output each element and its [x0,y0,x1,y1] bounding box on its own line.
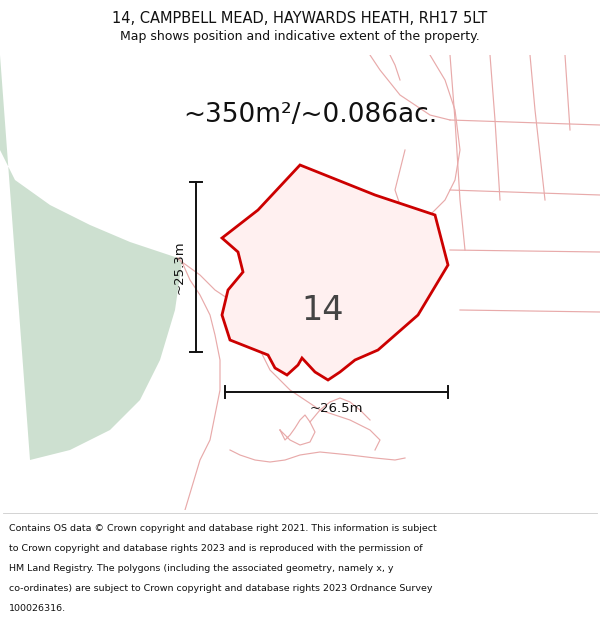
Text: Map shows position and indicative extent of the property.: Map shows position and indicative extent… [120,30,480,43]
Text: co-ordinates) are subject to Crown copyright and database rights 2023 Ordnance S: co-ordinates) are subject to Crown copyr… [9,584,433,593]
Text: Contains OS data © Crown copyright and database right 2021. This information is : Contains OS data © Crown copyright and d… [9,524,437,532]
Polygon shape [222,165,448,380]
Text: ~26.5m: ~26.5m [310,402,363,415]
Text: 14: 14 [301,294,344,328]
Text: to Crown copyright and database rights 2023 and is reproduced with the permissio: to Crown copyright and database rights 2… [9,544,422,553]
Text: HM Land Registry. The polygons (including the associated geometry, namely x, y: HM Land Registry. The polygons (includin… [9,564,394,573]
Polygon shape [0,55,182,460]
Text: ~350m²/~0.086ac.: ~350m²/~0.086ac. [183,102,437,128]
Text: 100026316.: 100026316. [9,604,66,613]
Text: 14, CAMPBELL MEAD, HAYWARDS HEATH, RH17 5LT: 14, CAMPBELL MEAD, HAYWARDS HEATH, RH17 … [112,11,488,26]
Text: ~25.3m: ~25.3m [173,240,186,294]
